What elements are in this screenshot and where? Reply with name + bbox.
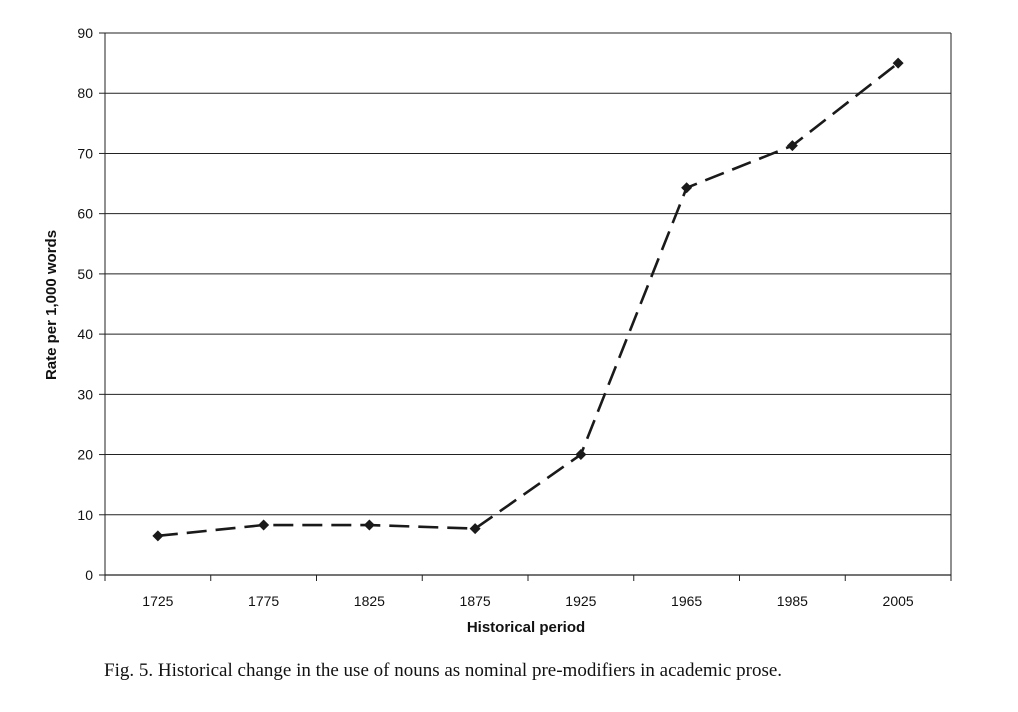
data-point	[786, 140, 798, 152]
y-tick-label: 70	[77, 145, 93, 161]
y-tick-label: 60	[77, 206, 93, 222]
data-point	[575, 449, 587, 461]
x-tick-label: 1825	[354, 593, 385, 609]
data-point	[363, 519, 375, 531]
x-tick-labels: 1725 1775 1825 1875 1925 1965 1985 2005	[142, 593, 914, 609]
series-line	[157, 62, 899, 538]
y-tick-label: 50	[77, 266, 93, 282]
y-tick-label: 90	[77, 25, 93, 41]
data-point	[258, 519, 270, 531]
data-point	[469, 523, 481, 535]
x-tick-label: 1985	[777, 593, 808, 609]
y-tick-label: 20	[77, 447, 93, 463]
figure-caption: Fig. 5. Historical change in the use of …	[104, 660, 783, 681]
y-tick-label: 40	[77, 326, 93, 342]
line-chart: 0 10 20 30 40 50 60 70 80 90 1725 1775 1825 1875 1925…	[43, 25, 952, 636]
x-tick-label: 1965	[671, 593, 702, 609]
x-tick-label: 2005	[883, 593, 914, 609]
y-tick-label: 0	[85, 567, 93, 583]
x-tick-label: 1875	[460, 593, 491, 609]
x-tick-label: 1925	[565, 593, 596, 609]
y-axis-title: Rate per 1,000 words	[43, 230, 60, 380]
y-tick-labels: 0 10 20 30 40 50 60 70 80 90	[77, 25, 93, 583]
y-tick-label: 30	[77, 386, 93, 402]
data-point	[152, 530, 164, 542]
y-tick-label: 80	[77, 85, 93, 101]
x-tick-label: 1775	[248, 593, 279, 609]
data-point	[892, 57, 904, 69]
y-tick-label: 10	[77, 507, 93, 523]
data-point	[681, 182, 693, 194]
series-layer	[152, 57, 904, 542]
x-axis-title: Historical period	[467, 619, 585, 636]
gridlines	[105, 32, 951, 516]
axes	[99, 32, 952, 581]
x-tick-label: 1725	[142, 593, 173, 609]
